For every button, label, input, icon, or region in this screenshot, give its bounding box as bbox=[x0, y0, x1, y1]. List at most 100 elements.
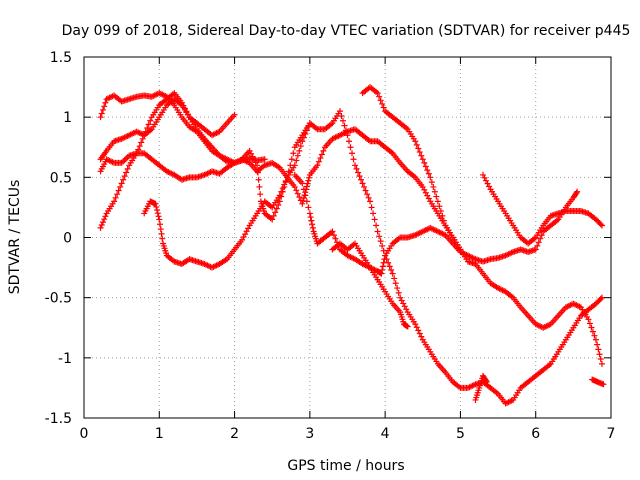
data-point bbox=[433, 193, 440, 200]
data-point bbox=[597, 295, 604, 302]
data-point bbox=[412, 138, 419, 145]
data-point bbox=[362, 187, 369, 194]
data-point bbox=[353, 165, 360, 172]
data-point bbox=[294, 190, 301, 197]
data-point bbox=[314, 162, 321, 169]
data-point bbox=[133, 150, 140, 157]
data-point bbox=[389, 270, 396, 277]
data-point bbox=[428, 179, 435, 186]
data-point bbox=[305, 123, 312, 130]
data-point bbox=[378, 270, 385, 277]
data-point bbox=[379, 100, 386, 107]
data-point bbox=[532, 246, 539, 253]
data-point bbox=[338, 112, 345, 119]
x-tick-label: 2 bbox=[230, 426, 239, 442]
data-point bbox=[270, 212, 277, 219]
data-point bbox=[412, 321, 419, 328]
data-point bbox=[299, 200, 306, 207]
data-point bbox=[141, 132, 148, 139]
data-point bbox=[254, 162, 261, 169]
y-tick-label: 0 bbox=[63, 231, 72, 247]
data-point bbox=[368, 204, 375, 211]
data-point bbox=[358, 176, 365, 183]
data-point bbox=[302, 192, 309, 199]
data-point bbox=[318, 151, 325, 158]
data-point bbox=[379, 242, 386, 249]
chart-title: Day 099 of 2018, Sidereal Day-to-day VTE… bbox=[62, 23, 631, 39]
series-track-j bbox=[472, 372, 490, 403]
data-point bbox=[415, 145, 422, 152]
series-track-h bbox=[359, 84, 605, 367]
data-point bbox=[154, 207, 161, 214]
data-point bbox=[255, 176, 262, 183]
data-point bbox=[147, 117, 154, 124]
series-track-e bbox=[141, 120, 313, 271]
data-point bbox=[304, 180, 311, 187]
data-point bbox=[269, 216, 276, 223]
data-point bbox=[355, 169, 362, 176]
data-point bbox=[273, 205, 280, 212]
data-point bbox=[573, 189, 580, 196]
data-point bbox=[281, 181, 288, 188]
data-point bbox=[361, 183, 368, 190]
data-point bbox=[421, 159, 428, 166]
data-point bbox=[276, 192, 283, 199]
data-point bbox=[585, 316, 592, 323]
data-point bbox=[381, 256, 388, 263]
data-point bbox=[136, 143, 143, 150]
data-point bbox=[600, 381, 607, 388]
data-point bbox=[159, 235, 166, 242]
data-point bbox=[416, 149, 423, 156]
data-point bbox=[282, 177, 289, 184]
data-point bbox=[120, 176, 127, 183]
x-tick-label: 3 bbox=[305, 426, 314, 442]
data-point bbox=[537, 235, 544, 242]
data-point bbox=[379, 266, 386, 273]
data-point bbox=[586, 320, 593, 327]
data-point bbox=[154, 210, 161, 217]
data-point bbox=[299, 180, 306, 187]
data-point bbox=[98, 221, 105, 228]
data-point bbox=[97, 224, 104, 231]
data-point bbox=[329, 228, 336, 235]
data-point bbox=[431, 188, 438, 195]
data-point bbox=[386, 263, 393, 270]
data-point bbox=[336, 108, 343, 115]
data-point bbox=[597, 221, 604, 228]
data-point bbox=[306, 120, 313, 127]
data-point bbox=[434, 198, 441, 205]
data-point bbox=[303, 127, 310, 134]
data-point bbox=[152, 200, 159, 207]
data-point bbox=[272, 209, 279, 216]
data-point bbox=[416, 330, 423, 337]
data-point bbox=[359, 180, 366, 187]
data-point bbox=[352, 162, 359, 169]
x-tick-label: 4 bbox=[381, 426, 390, 442]
data-point bbox=[320, 147, 327, 154]
data-point bbox=[365, 194, 372, 201]
data-point bbox=[123, 169, 130, 176]
data-point bbox=[102, 99, 109, 106]
data-point bbox=[371, 216, 378, 223]
data-point bbox=[157, 221, 164, 228]
series-track-d bbox=[97, 90, 605, 407]
data-point bbox=[118, 180, 125, 187]
data-point bbox=[341, 122, 348, 129]
data-point bbox=[595, 346, 602, 353]
data-point bbox=[437, 208, 444, 215]
data-point bbox=[377, 97, 384, 104]
data-point bbox=[332, 235, 339, 242]
data-point bbox=[300, 134, 307, 141]
data-point bbox=[483, 378, 490, 385]
data-point bbox=[278, 188, 285, 195]
y-tick-label: 1.5 bbox=[50, 50, 72, 66]
data-point bbox=[370, 210, 377, 217]
data-point bbox=[404, 323, 411, 330]
data-point bbox=[114, 191, 121, 198]
data-point bbox=[296, 194, 303, 201]
data-point bbox=[156, 216, 163, 223]
y-axis-label: SDTVAR / TECUs bbox=[7, 180, 23, 295]
x-tick-label: 0 bbox=[80, 426, 89, 442]
data-point bbox=[306, 174, 313, 181]
